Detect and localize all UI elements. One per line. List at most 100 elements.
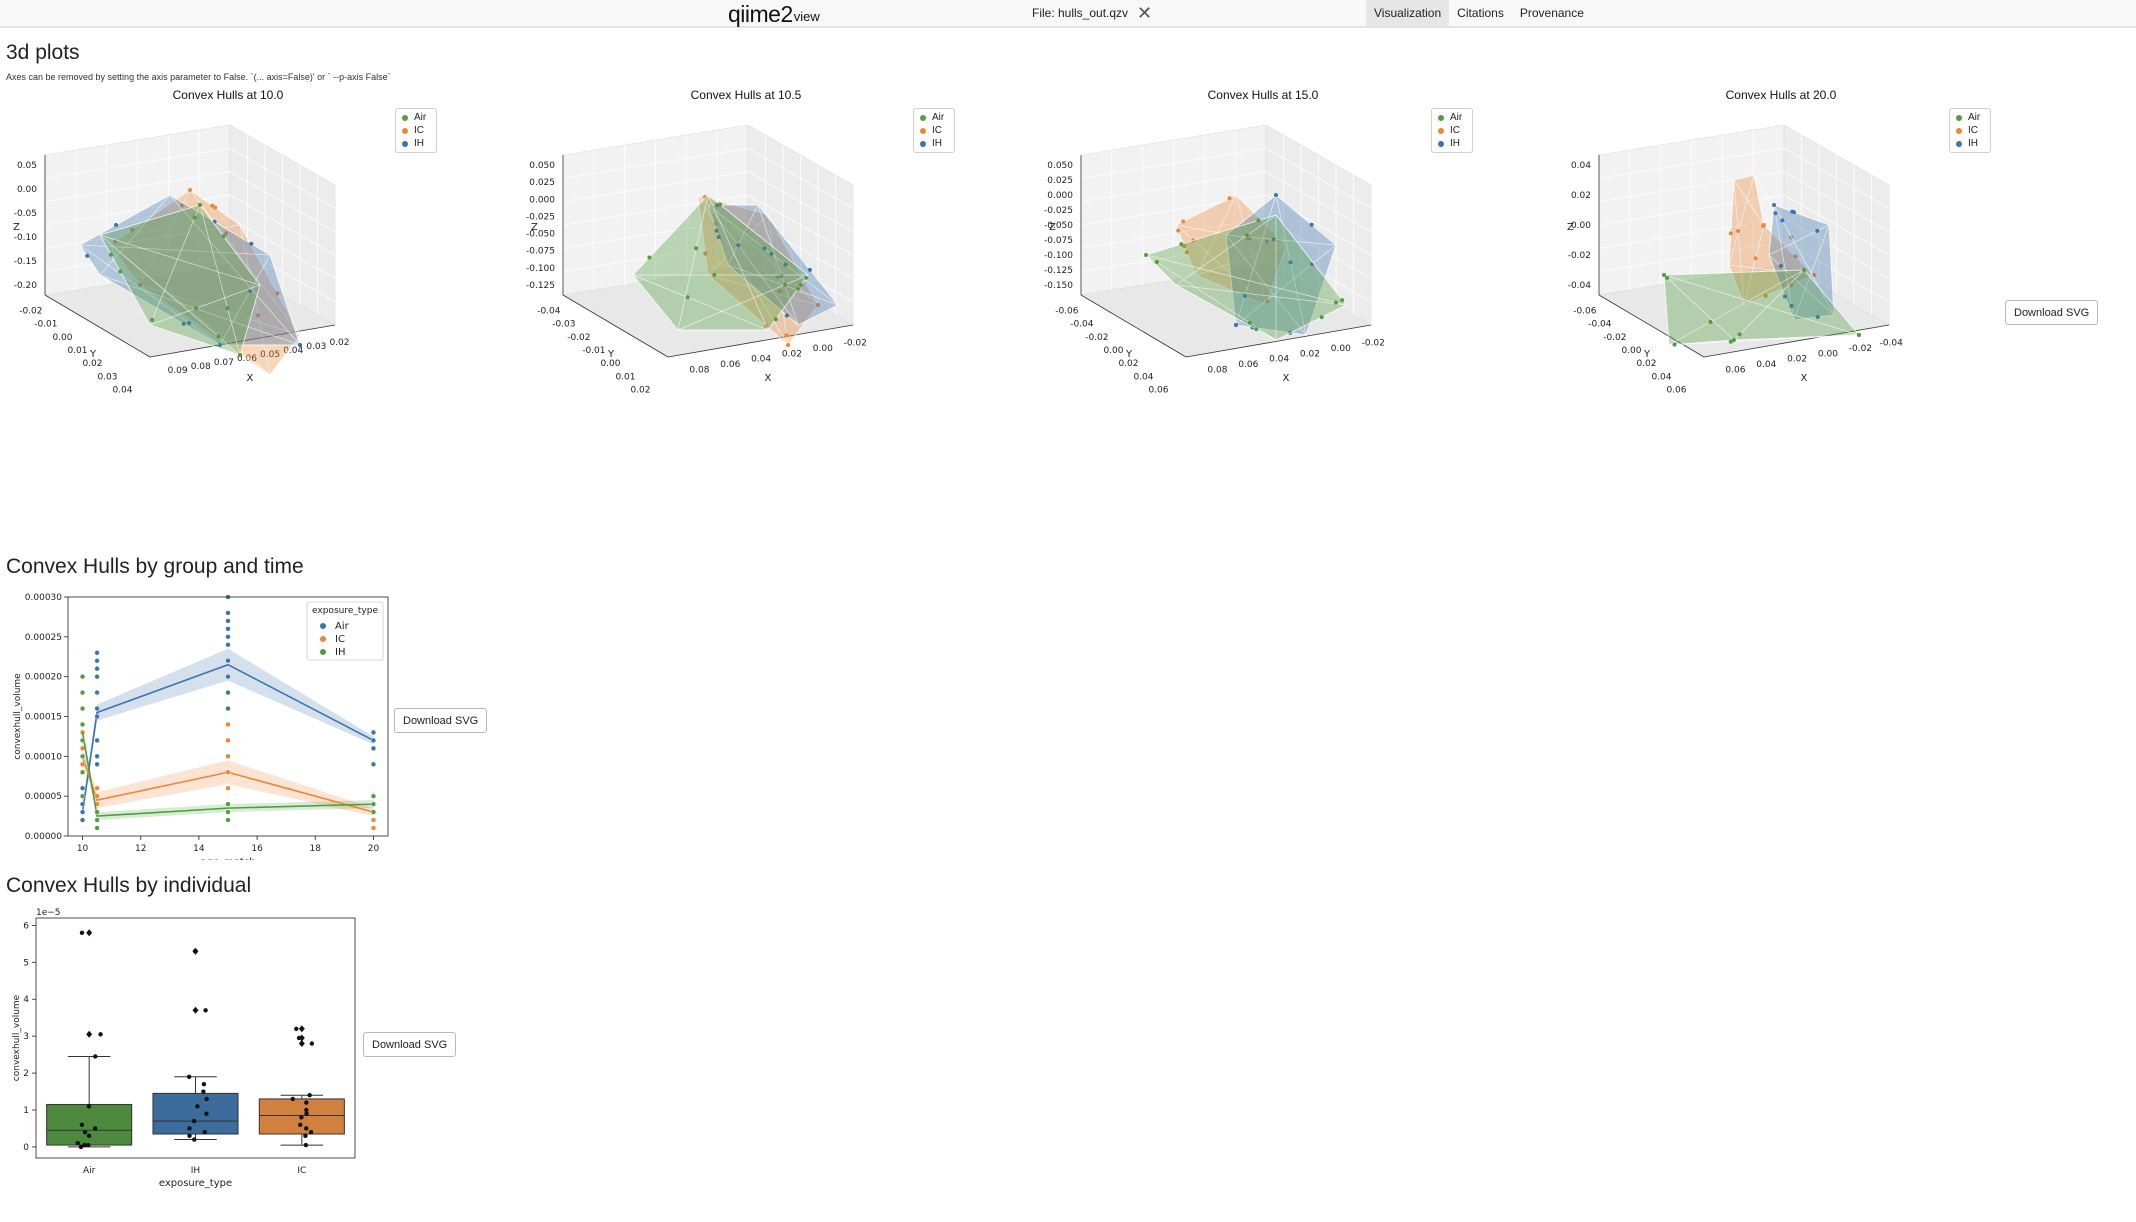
ic-marker-icon xyxy=(920,127,926,134)
tab-visualization[interactable]: Visualization xyxy=(1366,0,1450,26)
swarm-point xyxy=(86,1133,92,1139)
swarm-point xyxy=(201,1081,207,1087)
legend-item-ih: IH xyxy=(1435,137,1469,150)
x-tick-label: IC xyxy=(297,1166,306,1176)
legend-item-ic: IC xyxy=(1435,124,1469,137)
hull-ih xyxy=(707,204,839,326)
legend-title: exposure_type xyxy=(312,606,378,616)
data-point-ih xyxy=(225,809,231,815)
hull-edge xyxy=(1145,254,1347,306)
hull-point-air xyxy=(1247,320,1252,325)
y-tick-label: 3 xyxy=(23,1032,29,1042)
data-point-ih xyxy=(370,801,377,807)
y-tick-label: 0.04 xyxy=(1133,372,1153,382)
data-point-air xyxy=(94,753,100,759)
data-point-ic xyxy=(225,721,231,728)
swarm-point xyxy=(82,1129,88,1135)
hull-point-air xyxy=(712,273,717,277)
outlier-marker xyxy=(192,1006,199,1014)
y-tick-label: -0.01 xyxy=(34,320,57,330)
ih-marker-icon xyxy=(920,140,926,147)
y-axis-line xyxy=(1598,294,1705,358)
y-tick-label: 0.02 xyxy=(630,385,650,395)
z-tick-label: 0.05 xyxy=(17,161,37,171)
data-point-air xyxy=(370,761,377,767)
y-tick-label: 0.00010 xyxy=(25,752,62,762)
x-tick-label: 0.00 xyxy=(813,344,833,354)
hull-air xyxy=(1663,269,1860,346)
logo-main-text: qiime2 xyxy=(728,1,793,27)
x-tick-label: -0.02 xyxy=(1362,339,1385,349)
hull-point-air xyxy=(1154,260,1159,265)
swarm-point xyxy=(191,1118,197,1124)
hull-point-air xyxy=(1662,273,1666,277)
y-tick-label: -0.03 xyxy=(552,320,575,330)
x-tick-label: 14 xyxy=(193,844,205,854)
x-tick-label: 0.08 xyxy=(1207,365,1227,375)
hull-edge xyxy=(1773,204,1795,321)
x-tick-label: 0.00 xyxy=(1331,344,1351,354)
z-tick-label: 0.000 xyxy=(1047,191,1073,201)
hull-edge xyxy=(169,194,301,346)
y-tick-label: 0.00015 xyxy=(25,713,62,723)
legend-item-air: Air xyxy=(917,111,951,124)
hull-edge xyxy=(1728,174,1755,266)
hull-point-air xyxy=(685,295,690,300)
hull-point-ih xyxy=(1778,263,1783,268)
z-axis-label: Z xyxy=(531,222,538,233)
data-point-air xyxy=(94,705,100,712)
hull-edge xyxy=(99,274,301,346)
hull-point-ic xyxy=(703,251,708,256)
hull-edge xyxy=(1195,244,1287,276)
plot-title-4: Convex Hulls at 20.0 xyxy=(1725,88,1837,102)
hull-edge xyxy=(79,244,271,256)
hull-point-air xyxy=(647,255,652,260)
hull-point-ic xyxy=(179,203,184,208)
z-tick-label: -0.075 xyxy=(526,247,555,257)
y-tick-label: 0.00020 xyxy=(25,673,62,683)
z-tick-label: -0.04 xyxy=(1568,281,1592,291)
data-point-ic xyxy=(370,817,377,823)
hull-point-ic xyxy=(1227,196,1232,201)
hull-volume-time-chart: 0.00000 0.00005 0.00010 0.00015 0.00020 0.000… xyxy=(13,593,389,860)
y-tick-label: -0.06 xyxy=(1573,307,1597,317)
download-svg-button-3d[interactable]: Download SVG xyxy=(2005,300,2099,325)
data-point-ih xyxy=(79,705,86,712)
y-tick-label: 0.04 xyxy=(1651,372,1671,382)
x-tick-label: 0.09 xyxy=(168,366,188,376)
hull-point-ih xyxy=(779,273,784,278)
hull-point-air xyxy=(238,353,242,357)
x-axis-label: X xyxy=(765,373,772,384)
hull-point-air xyxy=(150,317,155,322)
hull-point-air xyxy=(1728,339,1733,344)
y-tick-label: -0.02 xyxy=(567,333,590,343)
download-svg-button-time[interactable]: Download SVG xyxy=(394,708,488,733)
hull-edge xyxy=(757,204,799,326)
legend-3d-1: Air IC IH xyxy=(395,108,437,153)
data-point-ih xyxy=(225,801,231,807)
z-tick-label: -0.100 xyxy=(1044,251,1073,261)
hull-point-air xyxy=(718,202,723,207)
qiime2-logo[interactable]: qiime2 view xyxy=(728,2,820,26)
tab-citations[interactable]: Citations xyxy=(1457,6,1504,20)
hull-point-ih xyxy=(249,241,254,246)
tab-provenance[interactable]: Provenance xyxy=(1519,6,1584,20)
data-point-air xyxy=(225,658,231,664)
top-navbar: qiime2 view File: hulls_out.qzv ✕ Visual… xyxy=(0,0,2136,28)
hull-point-ih xyxy=(1780,218,1785,223)
download-svg-button-individual[interactable]: Download SVG xyxy=(363,1032,457,1057)
hull-point-ih xyxy=(1271,237,1276,242)
hull-point-air xyxy=(1333,300,1338,305)
x-axis-label: X xyxy=(247,373,254,384)
swarm-point xyxy=(304,1100,309,1105)
z-axis-label: Z xyxy=(1567,222,1574,233)
hull-edge xyxy=(677,194,709,331)
ic-marker-icon xyxy=(402,127,408,134)
legend-label: Air xyxy=(335,621,350,632)
hull-edge xyxy=(707,204,799,326)
y-tick-label: 0.02 xyxy=(82,359,102,369)
swarm-point xyxy=(201,1089,206,1094)
swarm-point xyxy=(192,1137,197,1142)
hull-point-ic xyxy=(786,343,790,347)
close-file-icon[interactable]: ✕ xyxy=(1137,3,1153,23)
